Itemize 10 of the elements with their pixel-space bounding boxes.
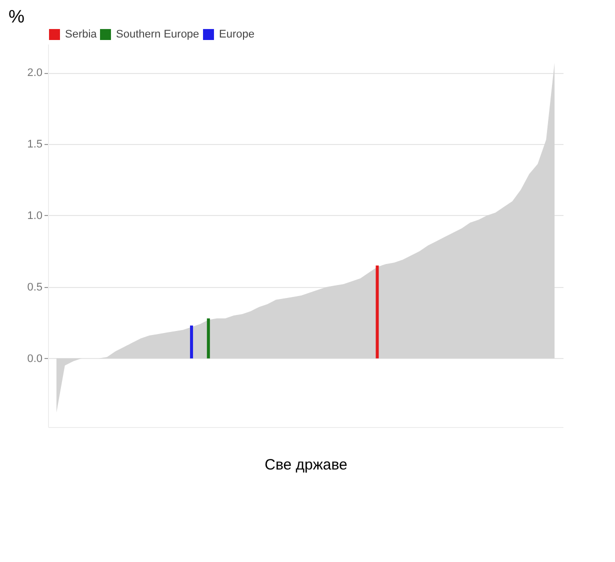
legend-label: Europe (219, 28, 254, 41)
y-axis-title: % (8, 6, 25, 26)
y-tick-label: 1.0 (27, 210, 42, 222)
y-tick-label: 0.0 (27, 352, 42, 365)
y-tick-label: 0.5 (27, 281, 42, 294)
legend-label: Southern Europe (116, 28, 200, 41)
y-tick-label: 1.5 (27, 138, 42, 151)
legend-label: Serbia (65, 28, 98, 41)
x-axis-title: Све државе (264, 456, 348, 474)
y-tick-label: 2.0 (27, 67, 42, 80)
